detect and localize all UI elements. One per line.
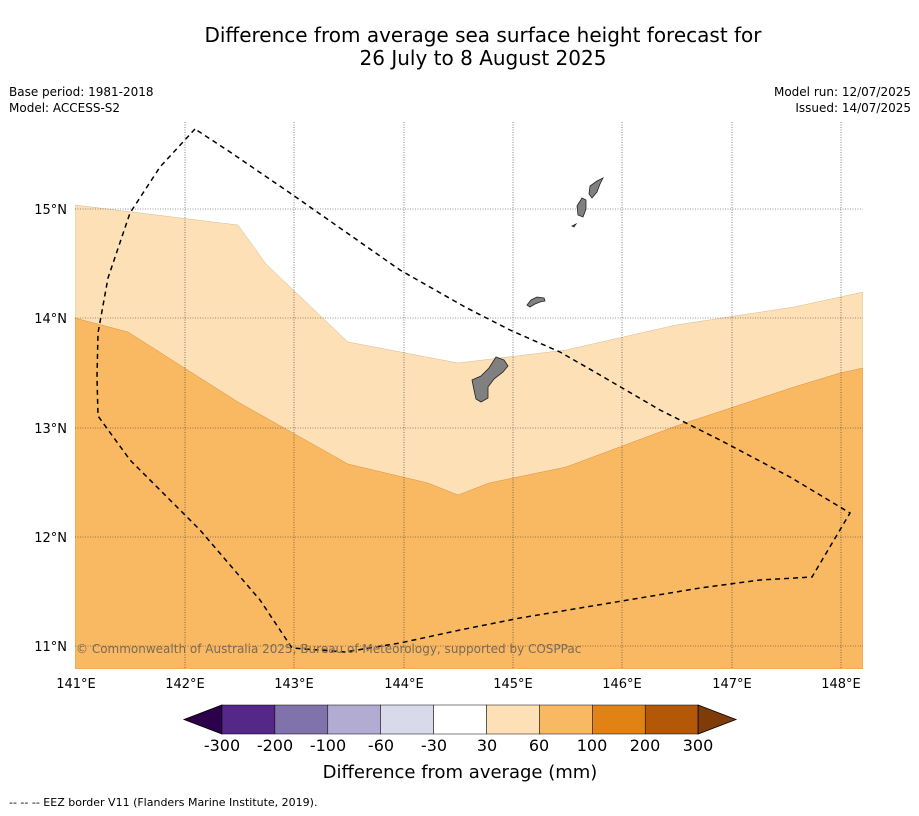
colorbar-segment (486, 704, 540, 735)
lon-label: 145°E (493, 677, 533, 692)
lat-label: 11°N (34, 640, 67, 655)
lat-axis-labels: 11°N 12°N 13°N 14°N 15°N (34, 203, 67, 655)
colorbar-tick-label: 30 (477, 736, 497, 755)
colorbar-tick-label: 100 (577, 736, 608, 755)
metadata-right: Model run: 12/07/2025 Issued: 14/07/2025 (774, 84, 911, 116)
colorbar-segment (539, 704, 593, 735)
lon-label: 144°E (384, 677, 424, 692)
colorbar-tick-label: 200 (630, 736, 661, 755)
colorbar-segment (592, 704, 646, 735)
saipan-island (588, 177, 604, 199)
lon-label: 146°E (602, 677, 642, 692)
lon-label: 143°E (274, 677, 314, 692)
colorbar-extend-high (697, 704, 738, 735)
lon-axis-labels: 141°E 142°E 143°E 144°E 145°E 146°E 147°… (56, 677, 861, 692)
metadata-left: Base period: 1981-2018 Model: ACCESS-S2 (9, 84, 154, 116)
model-text: Model: ACCESS-S2 (9, 101, 121, 115)
lat-label: 14°N (34, 312, 67, 327)
map-title-line-1: Difference from average sea surface heig… (204, 23, 762, 47)
guam-island (471, 356, 509, 403)
map-title-line-2: 26 July to 8 August 2025 (359, 46, 607, 70)
lon-label: 141°E (56, 677, 96, 692)
colorbar-tick-label: -100 (310, 736, 346, 755)
lat-label: 13°N (34, 422, 67, 437)
copyright-text: © Commonwealth of Australia 2025, Bureau… (76, 642, 581, 656)
colorbar (182, 704, 738, 735)
colorbar-segment (433, 704, 487, 735)
map-area: © Commonwealth of Australia 2025, Bureau… (75, 122, 863, 669)
model-run-text: Model run: 12/07/2025 (773, 85, 911, 99)
eez-border (96, 128, 852, 653)
aguijan-island (571, 222, 578, 228)
colorbar-tick-label: -60 (368, 736, 394, 755)
colorbar-title: Difference from average (mm) (323, 762, 598, 783)
issued-text: Issued: 14/07/2025 (795, 101, 911, 115)
colorbar-extend-low (182, 704, 223, 735)
colorbar-tick-label: 60 (529, 736, 549, 755)
colorbar-segment (274, 704, 329, 735)
lon-label: 148°E (821, 677, 861, 692)
grid-lines (75, 122, 863, 669)
colorbar-tick-label: -30 (421, 736, 447, 755)
colorbar-segment (380, 704, 434, 735)
colorbar-segment (327, 704, 381, 735)
band-60-to-100mm (75, 317, 863, 669)
colorbar-tick-label: -200 (257, 736, 293, 755)
colorbar-tick-labels: -300 -200 -100 -60 -30 30 60 100 200 300 (204, 736, 713, 755)
land-islands (471, 177, 604, 403)
base-period-text: Base period: 1981-2018 (9, 85, 154, 99)
colorbar-segment (644, 704, 699, 735)
lon-label: 147°E (712, 677, 752, 692)
lat-label: 15°N (34, 203, 67, 218)
lat-label: 12°N (34, 531, 67, 546)
colorbar-tick-label: 300 (683, 736, 714, 755)
tinian-island (576, 197, 587, 218)
eez-footnote: -- -- -- EEZ border V11 (Flanders Marine… (9, 796, 318, 809)
rota-island (526, 296, 546, 308)
colorbar-segment (221, 704, 276, 735)
colorbar-tick-label: -300 (204, 736, 240, 755)
lon-label: 142°E (165, 677, 205, 692)
